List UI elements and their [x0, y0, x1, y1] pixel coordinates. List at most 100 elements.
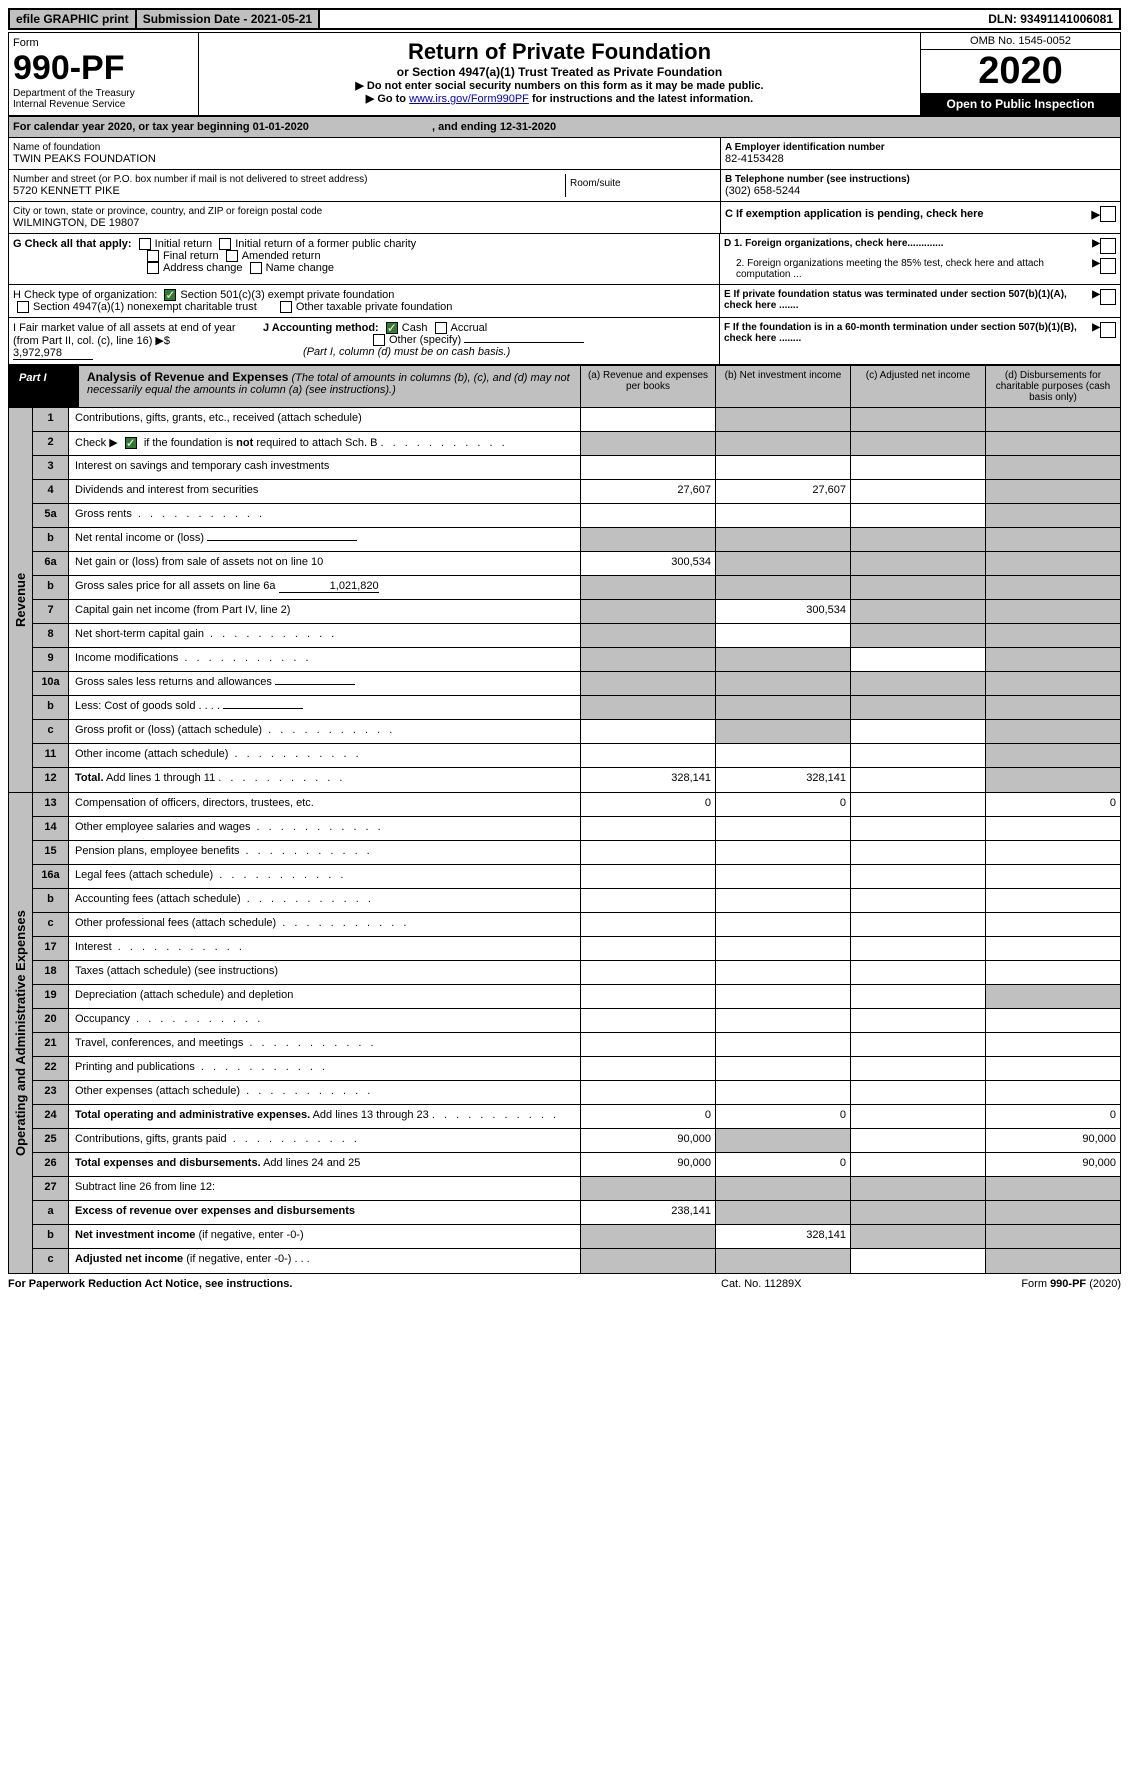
line-16c: Other professional fees (attach schedule…: [69, 913, 580, 936]
col-a-header: (a) Revenue and expenses per books: [580, 366, 715, 407]
arrow-icon: ▶: [1092, 238, 1100, 254]
val-4b: 27,607: [715, 480, 850, 503]
line-5b: Net rental income or (loss): [69, 528, 580, 551]
opt-amended: Amended return: [242, 250, 321, 262]
cal-mid: , and ending: [429, 121, 500, 133]
line-27b: Net investment income (if negative, ente…: [69, 1225, 580, 1248]
phone-value: (302) 658-5244: [725, 185, 1116, 197]
cb-amended[interactable]: [226, 250, 238, 262]
val-26a: 90,000: [580, 1153, 715, 1176]
line-15: Pension plans, employee benefits: [69, 841, 580, 864]
val-4a: 27,607: [580, 480, 715, 503]
footer-mid: Cat. No. 11289X: [721, 1278, 921, 1290]
val-24b: 0: [715, 1105, 850, 1128]
city-label: City or town, state or province, country…: [13, 206, 716, 217]
line-9: Income modifications: [69, 648, 580, 671]
efile-label[interactable]: efile GRAPHIC print: [10, 10, 137, 28]
val-6b: 1,021,820: [279, 580, 379, 593]
f-checkbox[interactable]: [1100, 322, 1116, 338]
line-6b: Gross sales price for all assets on line…: [69, 576, 580, 599]
instr2-pre: ▶ Go to: [366, 93, 409, 105]
cb-address[interactable]: [147, 262, 159, 274]
footer-right: Form 990-PF (2020): [921, 1278, 1121, 1290]
calendar-year-row: For calendar year 2020, or tax year begi…: [8, 116, 1121, 138]
cb-initial-public[interactable]: [219, 238, 231, 250]
opt-other-acct: Other (specify): [389, 334, 461, 346]
line-16b: Accounting fees (attach schedule): [69, 889, 580, 912]
opt-4947: Section 4947(a)(1) nonexempt charitable …: [33, 301, 257, 313]
arrow-icon: ▶: [1092, 322, 1100, 360]
name-label: Name of foundation: [13, 142, 716, 153]
cb-4947[interactable]: [17, 301, 29, 313]
dept-treasury: Department of the Treasury: [13, 88, 194, 99]
g-label: G Check all that apply:: [13, 238, 132, 250]
instr-2: ▶ Go to www.irs.gov/Form990PF for instru…: [205, 92, 914, 105]
line-16a: Legal fees (attach schedule): [69, 865, 580, 888]
line-22: Printing and publications: [69, 1057, 580, 1080]
j-label: J Accounting method:: [263, 322, 379, 334]
cal-pre: For calendar year 2020, or tax year begi…: [13, 121, 253, 133]
submission-date: Submission Date - 2021-05-21: [137, 10, 320, 28]
val-27a: 238,141: [580, 1201, 715, 1224]
opt-name: Name change: [266, 262, 335, 274]
cb-accrual[interactable]: [435, 322, 447, 334]
section-ij-row: I Fair market value of all assets at end…: [8, 318, 1121, 365]
cb-501c3[interactable]: [164, 289, 176, 301]
tax-year: 2020: [921, 50, 1120, 93]
d1-checkbox[interactable]: [1100, 238, 1116, 254]
d2-checkbox[interactable]: [1100, 258, 1116, 274]
foundation-name: TWIN PEAKS FOUNDATION: [13, 153, 716, 165]
cb-final[interactable]: [147, 250, 159, 262]
line-27a: Excess of revenue over expenses and disb…: [69, 1201, 580, 1224]
arrow-icon: ▶: [1092, 258, 1100, 280]
cb-other-acct[interactable]: [373, 334, 385, 346]
form-number: 990-PF: [13, 49, 194, 88]
line-18: Taxes (attach schedule) (see instruction…: [69, 961, 580, 984]
other-specify-line: [464, 342, 584, 343]
part1-header: Part I Analysis of Revenue and Expenses …: [8, 365, 1121, 408]
line-12: Total. Add lines 1 through 11: [69, 768, 580, 792]
val-7b: 300,534: [715, 600, 850, 623]
d1-label: D 1. Foreign organizations, check here..…: [724, 238, 1092, 254]
irs-label: Internal Revenue Service: [13, 99, 194, 110]
expense-section: Operating and Administrative Expenses 13…: [8, 792, 1121, 1273]
cb-initial-return[interactable]: [139, 238, 151, 250]
c-checkbox[interactable]: [1100, 206, 1116, 222]
opt-address: Address change: [163, 262, 243, 274]
line-2: Check ▶ if the foundation is not require…: [69, 432, 580, 455]
ein-label: A Employer identification number: [725, 142, 1116, 153]
cb-name[interactable]: [250, 262, 262, 274]
part1-label: Part I: [9, 366, 79, 407]
line-23: Other expenses (attach schedule): [69, 1081, 580, 1104]
e-checkbox[interactable]: [1100, 289, 1116, 305]
part1-title: Analysis of Revenue and Expenses: [87, 370, 288, 384]
col-d-header: (d) Disbursements for charitable purpose…: [985, 366, 1120, 407]
phone-label: B Telephone number (see instructions): [725, 174, 1116, 185]
omb-number: OMB No. 1545-0052: [921, 33, 1120, 50]
cb-no-schb[interactable]: [125, 437, 137, 449]
cb-other-tax[interactable]: [280, 301, 292, 313]
revenue-label: Revenue: [9, 408, 33, 792]
j-note: (Part I, column (d) must be on cash basi…: [303, 346, 510, 358]
cb-cash[interactable]: [386, 322, 398, 334]
val-13d: 0: [985, 793, 1120, 816]
foundation-info: Name of foundation TWIN PEAKS FOUNDATION…: [8, 138, 1121, 234]
open-inspection: Open to Public Inspection: [921, 93, 1120, 115]
opt-cash: Cash: [402, 322, 428, 334]
val-25d: 90,000: [985, 1129, 1120, 1152]
val-13a: 0: [580, 793, 715, 816]
city-state-zip: WILMINGTON, DE 19807: [13, 217, 716, 229]
col-b-header: (b) Net investment income: [715, 366, 850, 407]
val-26d: 90,000: [985, 1153, 1120, 1176]
line-20: Occupancy: [69, 1009, 580, 1032]
irs-link[interactable]: www.irs.gov/Form990PF: [409, 93, 529, 105]
form-subtitle: or Section 4947(a)(1) Trust Treated as P…: [205, 65, 914, 79]
line-1: Contributions, gifts, grants, etc., rece…: [69, 408, 580, 431]
line-26: Total expenses and disbursements. Add li…: [69, 1153, 580, 1176]
form-title: Return of Private Foundation: [205, 39, 914, 65]
val-12a: 328,141: [580, 768, 715, 792]
instr-1: ▶ Do not enter social security numbers o…: [205, 79, 914, 92]
instr2-post: for instructions and the latest informat…: [529, 93, 753, 105]
section-h-row: H Check type of organization: Section 50…: [8, 285, 1121, 318]
line-21: Travel, conferences, and meetings: [69, 1033, 580, 1056]
